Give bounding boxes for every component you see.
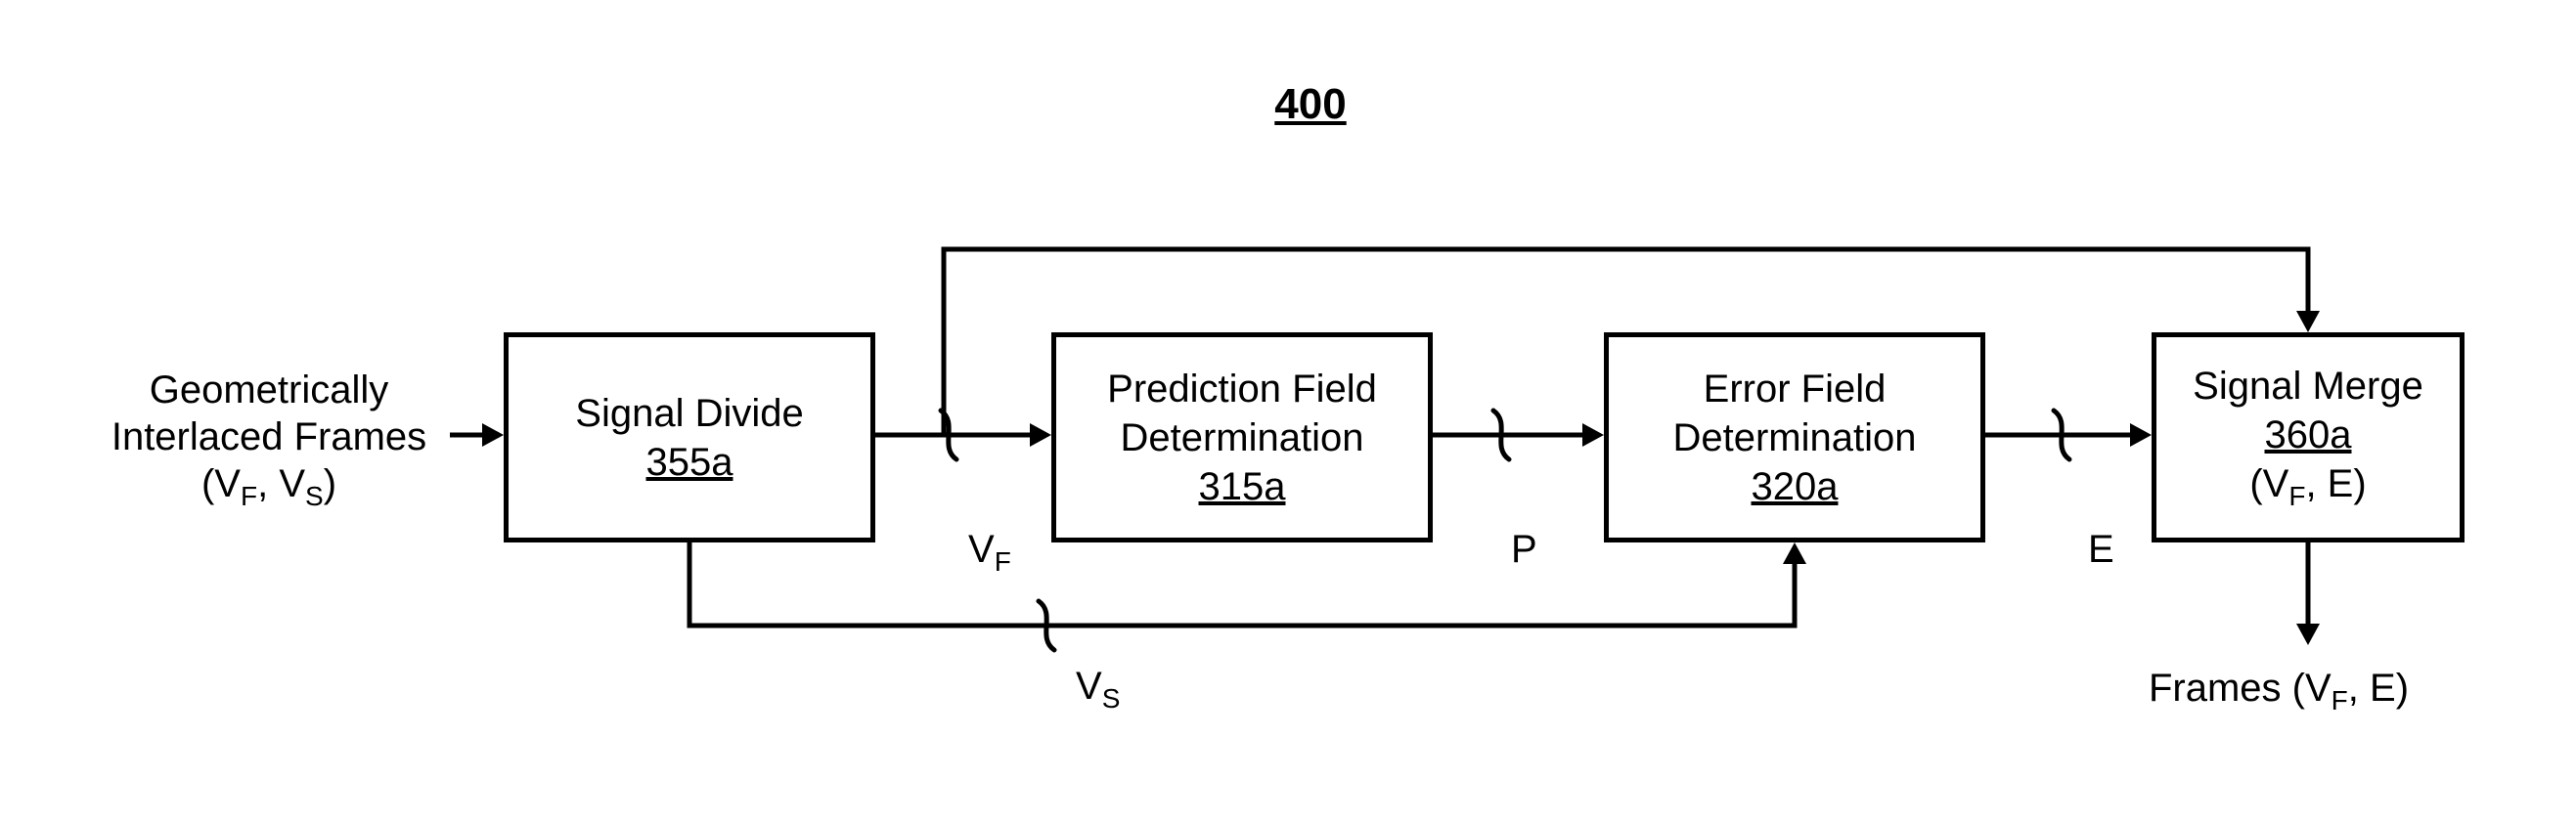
input-label: GeometricallyInterlaced Frames(VF, VS) <box>88 367 450 513</box>
block-label: Signal Merge <box>2193 362 2423 411</box>
block-id: 360a <box>2265 411 2352 459</box>
block-id: 320a <box>1752 462 1839 511</box>
wire-label-e: E <box>2088 528 2114 572</box>
block-label: Signal Divide <box>575 389 803 438</box>
figure-title: 400 <box>1262 80 1359 129</box>
wire-label-vs: VS <box>1076 665 1120 715</box>
wire-label-p: P <box>1511 528 1537 572</box>
block-id: 355a <box>646 438 733 487</box>
diagram-canvas: 400 GeometricallyInterlaced Frames(VF, V… <box>0 0 2576 823</box>
output-label: Frames (VF, E) <box>2132 665 2425 717</box>
block-label: Prediction FieldDetermination <box>1107 365 1377 462</box>
block-label: Error FieldDetermination <box>1672 365 1916 462</box>
block-extra: (VF, E) <box>2249 459 2366 513</box>
figure-number: 400 <box>1274 80 1346 128</box>
block-signal-merge: Signal Merge 360a (VF, E) <box>2152 332 2465 542</box>
wire-label-vf: VF <box>968 528 1011 578</box>
block-prediction-field: Prediction FieldDetermination 315a <box>1051 332 1433 542</box>
block-id: 315a <box>1199 462 1286 511</box>
block-signal-divide: Signal Divide 355a <box>504 332 875 542</box>
block-error-field: Error FieldDetermination 320a <box>1604 332 1985 542</box>
